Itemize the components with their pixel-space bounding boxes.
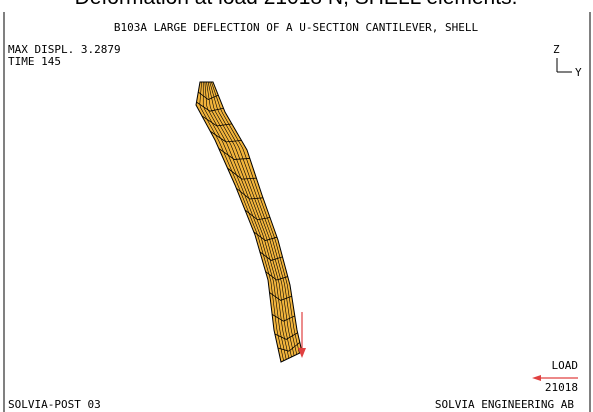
footer-right: SOLVIA ENGINEERING AB: [435, 398, 574, 411]
axis-label: Y: [575, 66, 582, 79]
legend-arrowhead: [532, 375, 541, 381]
beam-mesh-line: [209, 81, 298, 355]
beam-section-line: [253, 231, 278, 241]
beam-section-line: [196, 101, 224, 112]
axis-label: Z: [553, 43, 560, 56]
beam-mesh-line: [204, 81, 290, 359]
footer-left: SOLVIA-POST 03: [8, 398, 101, 411]
beam-section-line: [271, 314, 295, 322]
beam-section-line: [265, 271, 288, 281]
beam-section-line: [201, 115, 232, 127]
beam-section-line: [210, 130, 242, 143]
beam-mesh-line: [211, 81, 300, 354]
beam-section-line: [244, 209, 271, 221]
beam-section-line: [274, 332, 298, 340]
load-value: 21018: [545, 381, 578, 394]
beam-section-line: [227, 167, 257, 180]
beam-section-line: [235, 187, 264, 200]
info-line: MAX DISPL. 3.2879: [8, 43, 121, 56]
caption: Deformation at load 21018 N, SHELL eleme…: [75, 0, 518, 9]
beam-section-line: [259, 251, 283, 261]
beam: [195, 81, 303, 363]
info-line: TIME 145: [8, 55, 61, 68]
beam-section-line: [218, 148, 250, 160]
load-label: LOAD: [552, 359, 579, 372]
beam-mesh-line: [199, 81, 284, 361]
beam-mesh-line: [207, 81, 295, 356]
beam-section-line: [198, 91, 219, 101]
beam-mesh-line: [206, 81, 292, 358]
beam-mesh-line: [202, 82, 287, 360]
beam-section-line: [277, 342, 301, 352]
title: B103A LARGE DEFLECTION OF A U-SECTION CA…: [114, 21, 479, 34]
load-arrowhead: [298, 348, 306, 358]
beam-section-line: [269, 292, 292, 301]
